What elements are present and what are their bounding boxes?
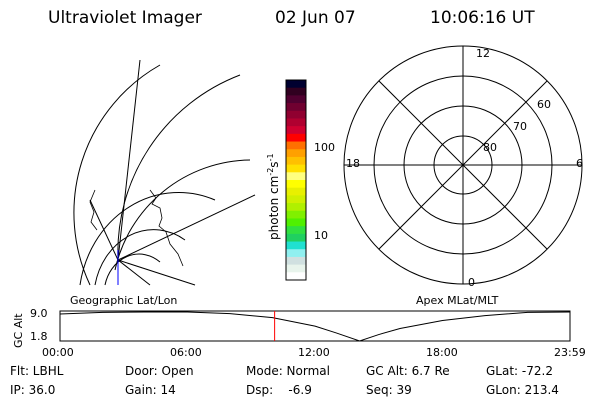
- lat-70: 70: [513, 120, 527, 133]
- status-seq: Seq: 39: [366, 383, 412, 397]
- polar-grid: [343, 45, 583, 285]
- lat-60: 60: [537, 98, 551, 111]
- colorbar-segment: [286, 210, 306, 219]
- colorbar-segment: [286, 249, 306, 258]
- colorbar-segment: [286, 256, 306, 266]
- gc-alt-plot: [59, 310, 571, 342]
- colorbar-segment: [286, 233, 306, 243]
- y-axis-label: GC Alt: [12, 313, 25, 348]
- colorbar-segment: [286, 241, 306, 250]
- colorbar-label: photon cm-2s-1: [266, 153, 281, 240]
- colorbar-segment: [286, 149, 306, 158]
- x-tick-18: 18:00: [426, 346, 458, 359]
- colorbar-segment: [286, 156, 306, 166]
- mlt-12: 12: [476, 47, 490, 60]
- colorbar-segment: [286, 95, 306, 104]
- colorbar-segment: [286, 264, 306, 273]
- colorbar-segment: [286, 87, 306, 96]
- colorbar-segment: [286, 272, 306, 281]
- colorbar-segment: [286, 110, 306, 119]
- colorbar-segment: [286, 172, 306, 181]
- colorbar-frame: [285, 79, 307, 281]
- colorbar-segment: [286, 218, 306, 227]
- colorbar-segment: [286, 164, 306, 173]
- colorbar-segment: [286, 203, 306, 212]
- colorbar-label-s: s: [267, 161, 281, 168]
- apex-label: Apex MLat/MLT: [416, 294, 499, 307]
- colorbar-segment: [286, 118, 306, 127]
- status-filter: Flt: LBHL: [10, 364, 64, 378]
- x-tick-0: 00:00: [42, 346, 74, 359]
- mlt-6: 6: [576, 157, 583, 170]
- x-tick-end: 23:59: [554, 346, 586, 359]
- status-dsp: Dsp: -6.9: [246, 383, 312, 397]
- x-tick-12: 12:00: [298, 346, 330, 359]
- x-tick-6: 06:00: [170, 346, 202, 359]
- geographic-map: [73, 59, 256, 286]
- lat-80: 80: [483, 141, 497, 154]
- colorbar-segment: [286, 133, 306, 143]
- colorbar: [285, 79, 307, 281]
- colorbar-segment: [286, 126, 306, 135]
- colorbar-segment: [286, 195, 306, 204]
- y-tick-9: 9.0: [30, 307, 48, 320]
- status-glat: GLat: -72.2: [486, 364, 553, 378]
- date: 02 Jun 07: [275, 8, 356, 28]
- colorbar-segment: [286, 187, 306, 196]
- colorbar-label-unit: photon cm: [267, 175, 281, 240]
- status-gain: Gain: 14: [125, 383, 176, 397]
- status-glon: GLon: 213.4: [486, 383, 559, 397]
- colorbar-label-exp1: -2: [266, 167, 275, 176]
- mlt-0: 0: [468, 276, 475, 289]
- colorbar-label-exp2: -1: [266, 153, 275, 162]
- colorbar-segment: [286, 103, 306, 112]
- status-gc-alt: GC Alt: 6.7 Re: [366, 364, 450, 378]
- y-tick-1.8: 1.8: [30, 330, 48, 343]
- time: 10:06:16 UT: [430, 8, 535, 28]
- status-ip: IP: 36.0: [10, 383, 56, 397]
- gc-alt-series: [59, 311, 571, 342]
- status-door: Door: Open: [125, 364, 194, 378]
- instrument-title: Ultraviolet Imager: [48, 8, 202, 28]
- colorbar-segment: [286, 141, 306, 150]
- mlt-18: 18: [346, 157, 360, 170]
- colorbar-segment: [286, 80, 306, 89]
- colorbar-segment: [286, 180, 306, 189]
- colorbar-segment: [286, 226, 306, 235]
- status-mode: Mode: Normal: [246, 364, 330, 378]
- colorbar-tick-100: 100: [314, 141, 335, 154]
- colorbar-tick-10: 10: [314, 229, 328, 242]
- geographic-label: Geographic Lat/Lon: [70, 294, 178, 307]
